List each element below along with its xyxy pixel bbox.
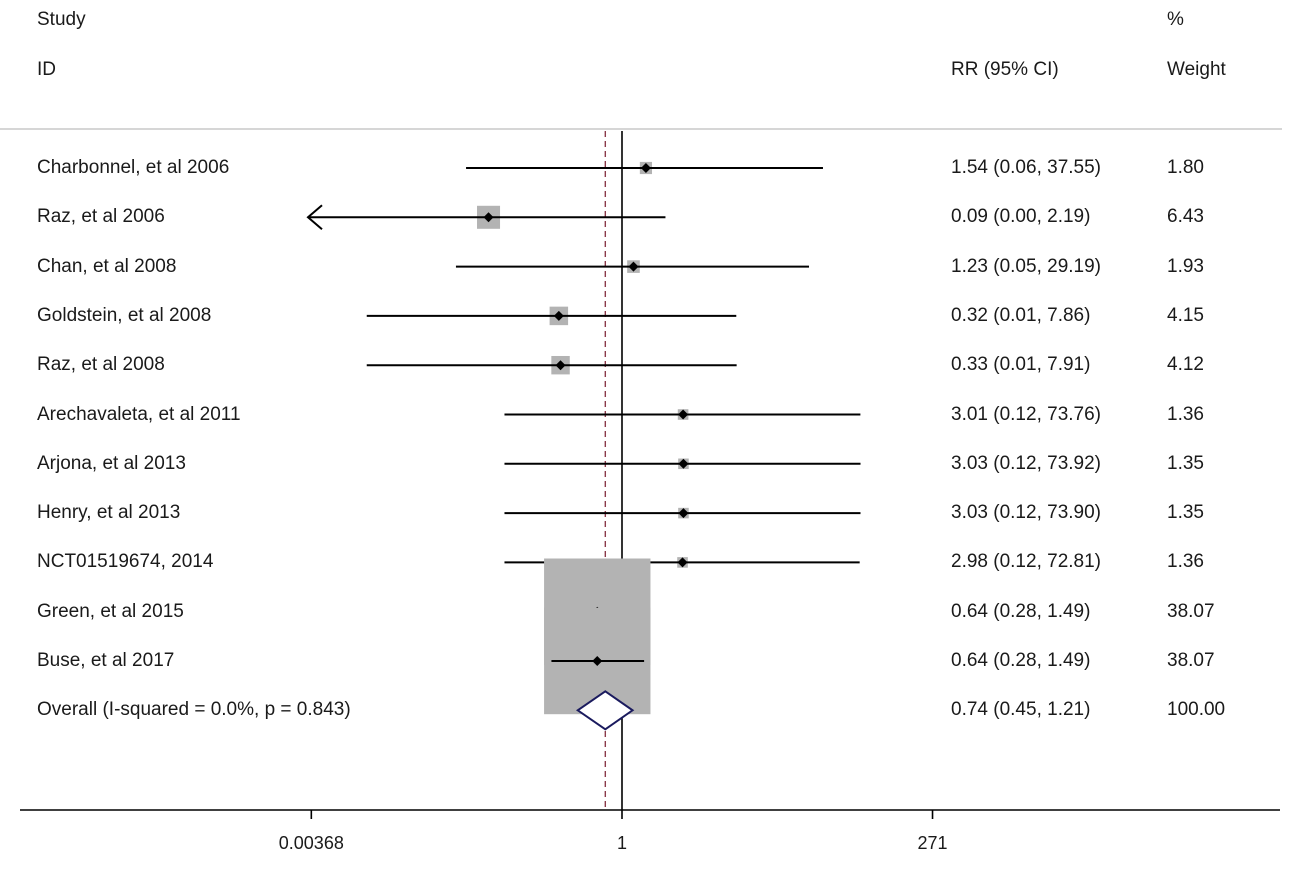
point-estimate: [628, 261, 639, 272]
x-tick-label: 0.00368: [278, 833, 344, 853]
study-ci: 0.32 (0.01, 7.86): [951, 304, 1091, 326]
study-ci: 3.01 (0.12, 73.76): [951, 403, 1101, 425]
study-ci: 0.64 (0.28, 1.49): [951, 600, 1091, 622]
study-ci: 0.09 (0.00, 2.19): [951, 206, 1091, 228]
study-ci: 0.64 (0.28, 1.49): [951, 650, 1091, 671]
x-tick-label: 271: [917, 833, 948, 853]
x-tick-label: 1: [616, 833, 628, 853]
study-label: Raz, et al 2006: [37, 206, 165, 228]
point-estimate: [592, 656, 603, 666]
study-label: Charbonnel, et al 2006: [37, 157, 230, 178]
overall-ci: 0.74 (0.45, 1.21): [951, 699, 1091, 721]
overall-weight: 100.00: [1167, 699, 1226, 721]
header-id: ID: [37, 59, 56, 80]
study-label: Arechavaleta, et al 2011: [37, 403, 241, 425]
header-study: Study: [37, 9, 86, 30]
point-estimate: [677, 557, 688, 568]
study-ci: 1.23 (0.05, 29.19): [951, 255, 1101, 277]
study-label: Raz, et al 2008: [37, 354, 165, 376]
header-weight-percent: %: [1167, 9, 1184, 30]
point-estimate: [555, 360, 566, 371]
point-estimate: [640, 163, 651, 173]
study-ci: 3.03 (0.12, 73.90): [951, 502, 1101, 524]
point-estimate: [553, 310, 564, 321]
point-estimate: [678, 508, 689, 519]
study-label: Buse, et al 2017: [37, 650, 175, 671]
study-ci: 0.33 (0.01, 7.91): [951, 354, 1091, 376]
study-label: Chan, et al 2008: [37, 255, 177, 277]
study-label: NCT01519674, 2014: [37, 551, 214, 573]
ci-truncation-arrow: [306, 204, 323, 231]
study-weight: 1.36: [1167, 551, 1204, 573]
point-estimate: [483, 212, 494, 223]
header-effect: RR (95% CI): [951, 59, 1059, 80]
study-weight: 1.36: [1167, 403, 1204, 425]
study-weight: 6.43: [1167, 206, 1204, 228]
study-weight: 1.93: [1167, 255, 1204, 277]
study-weight: 4.15: [1167, 304, 1204, 326]
point-estimate: [678, 458, 689, 469]
study-weight: 1.80: [1167, 157, 1204, 178]
study-label: Arjona, et al 2013: [37, 452, 186, 474]
study-label: Henry, et al 2013: [37, 502, 181, 524]
study-weight: 38.07: [1167, 650, 1215, 671]
study-label: Goldstein, et al 2008: [37, 304, 212, 326]
study-label: Green, et al 2015: [37, 600, 184, 622]
overall-label: Overall (I-squared = 0.0%, p = 0.843): [37, 699, 351, 721]
study-weight: 4.12: [1167, 354, 1204, 376]
point-estimate: [678, 409, 689, 420]
header-weight: Weight: [1167, 59, 1226, 80]
overall-diamond: [575, 690, 635, 731]
study-weight: 1.35: [1167, 452, 1204, 474]
study-ci: 3.03 (0.12, 73.92): [951, 452, 1101, 474]
study-ci: 1.54 (0.06, 37.55): [951, 157, 1101, 178]
study-ci: 2.98 (0.12, 72.81): [951, 551, 1101, 573]
study-weight: 1.35: [1167, 502, 1204, 524]
study-weight: 38.07: [1167, 600, 1215, 622]
